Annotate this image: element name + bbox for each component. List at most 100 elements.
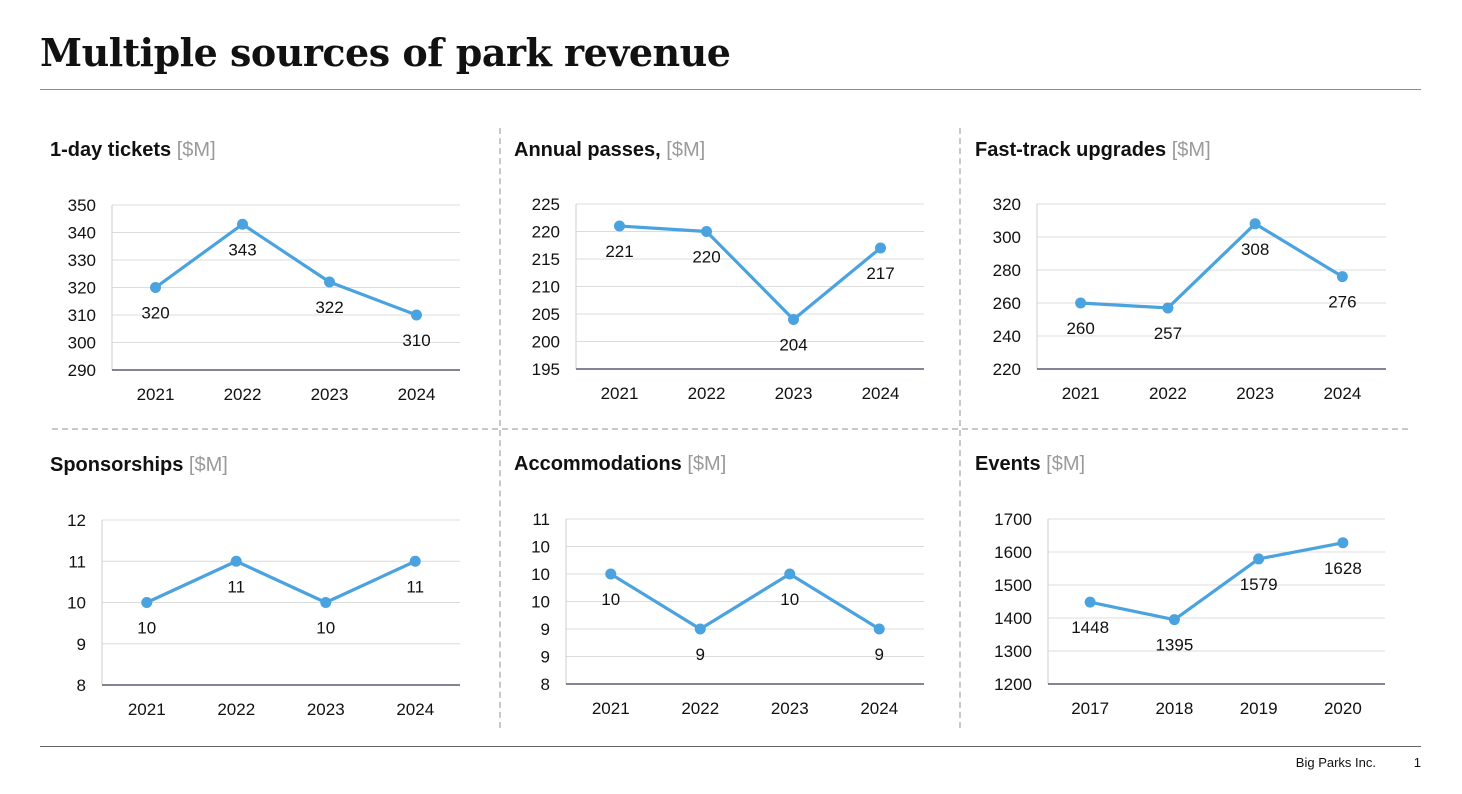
y-tick-label: 10 <box>531 565 550 584</box>
y-tick-label: 215 <box>532 250 560 269</box>
title-divider <box>40 89 1421 90</box>
x-tick-label: 2018 <box>1155 699 1193 718</box>
data-point <box>1084 596 1096 608</box>
x-tick-label: 2022 <box>224 385 262 404</box>
y-tick-label: 1200 <box>994 675 1032 694</box>
data-point <box>411 309 422 321</box>
y-tick-label: 210 <box>532 278 560 297</box>
panel-title-1-day-tickets: 1-day tickets [$M] <box>50 139 216 162</box>
y-tick-label: 1700 <box>994 510 1032 529</box>
x-tick-label: 2024 <box>396 700 434 719</box>
series-line <box>619 224 882 322</box>
data-label: 260 <box>1066 319 1094 338</box>
y-tick-label: 350 <box>68 196 96 215</box>
panel-title-events: Events [$M] <box>975 453 1085 476</box>
data-label: 1395 <box>1155 636 1193 655</box>
panel-title-text: Accommodations <box>514 453 682 475</box>
x-tick-label: 2024 <box>398 385 436 404</box>
y-tick-label: 260 <box>993 294 1021 313</box>
y-tick-label: 320 <box>993 195 1021 214</box>
data-label: 10 <box>316 619 335 638</box>
y-tick-label: 1500 <box>994 576 1032 595</box>
data-point <box>701 226 712 237</box>
y-tick-label: 9 <box>541 620 550 639</box>
data-label: 220 <box>692 248 720 267</box>
x-tick-label: 2021 <box>601 384 639 403</box>
x-tick-label: 2021 <box>1062 384 1100 403</box>
x-tick-label: 2024 <box>862 384 900 403</box>
y-tick-label: 280 <box>993 261 1021 280</box>
footer-page-number: 1 <box>1413 755 1421 770</box>
x-tick-label: 2024 <box>1323 384 1361 403</box>
data-point <box>614 220 625 232</box>
data-point <box>1162 302 1174 314</box>
panel-title-unit: [$M] <box>687 453 727 475</box>
data-label: 10 <box>601 590 620 609</box>
data-point <box>1253 553 1265 565</box>
data-point <box>605 568 617 580</box>
data-point <box>1168 614 1180 626</box>
x-tick-label: 2021 <box>592 699 630 718</box>
x-tick-label: 2023 <box>311 385 349 404</box>
series-line <box>146 559 416 605</box>
panel-title-text: Annual passes, <box>514 139 661 161</box>
series-line <box>1089 541 1344 622</box>
data-point <box>1337 537 1349 549</box>
data-label: 9 <box>875 645 884 664</box>
y-tick-label: 330 <box>68 251 96 270</box>
x-tick-label: 2020 <box>1324 699 1362 718</box>
data-label: 217 <box>866 264 894 283</box>
panel-title-text: Fast-track upgrades <box>975 139 1167 161</box>
data-point <box>788 314 799 325</box>
x-tick-label: 2024 <box>860 699 898 718</box>
x-tick-label: 2017 <box>1071 699 1109 718</box>
y-tick-label: 225 <box>532 195 560 214</box>
row-divider <box>52 428 1408 430</box>
panel-title-unit: [$M] <box>188 454 228 476</box>
panel-title-annual-passes: Annual passes, [$M] <box>514 139 705 162</box>
x-tick-label: 2022 <box>1149 384 1187 403</box>
y-tick-label: 205 <box>532 305 560 324</box>
data-label: 257 <box>1154 324 1182 343</box>
y-tick-label: 9 <box>541 648 550 667</box>
y-tick-label: 340 <box>68 224 96 243</box>
data-label: 11 <box>227 577 245 596</box>
data-point <box>1336 271 1348 283</box>
x-tick-label: 2022 <box>688 384 726 403</box>
data-point <box>324 276 335 288</box>
y-tick-label: 310 <box>68 306 96 325</box>
data-point <box>784 568 796 580</box>
y-tick-label: 1600 <box>994 543 1032 562</box>
panel-title-text: Events <box>975 453 1041 475</box>
data-label: 322 <box>315 298 343 317</box>
panel-title-text: Sponsorships <box>50 454 184 476</box>
data-label: 10 <box>137 619 156 638</box>
data-point <box>141 597 153 608</box>
y-tick-label: 9 <box>77 635 86 654</box>
y-tick-label: 220 <box>993 360 1021 379</box>
data-point <box>694 623 706 635</box>
data-label: 1628 <box>1324 559 1362 578</box>
y-tick-label: 1300 <box>994 642 1032 661</box>
y-tick-label: 10 <box>531 538 550 557</box>
y-tick-label: 200 <box>532 333 560 352</box>
x-tick-label: 2023 <box>771 699 809 718</box>
data-label: 11 <box>406 577 424 596</box>
data-point <box>1249 218 1261 230</box>
data-label: 1579 <box>1240 575 1278 594</box>
data-point <box>237 218 248 230</box>
data-label: 308 <box>1241 240 1269 259</box>
data-label: 343 <box>228 240 256 259</box>
panel-title-sponsorships: Sponsorships [$M] <box>50 454 228 477</box>
panel-title-text: 1-day tickets <box>50 139 172 161</box>
y-tick-label: 220 <box>532 223 560 242</box>
data-point <box>230 555 242 567</box>
data-point <box>875 242 886 254</box>
x-tick-label: 2022 <box>217 700 255 719</box>
